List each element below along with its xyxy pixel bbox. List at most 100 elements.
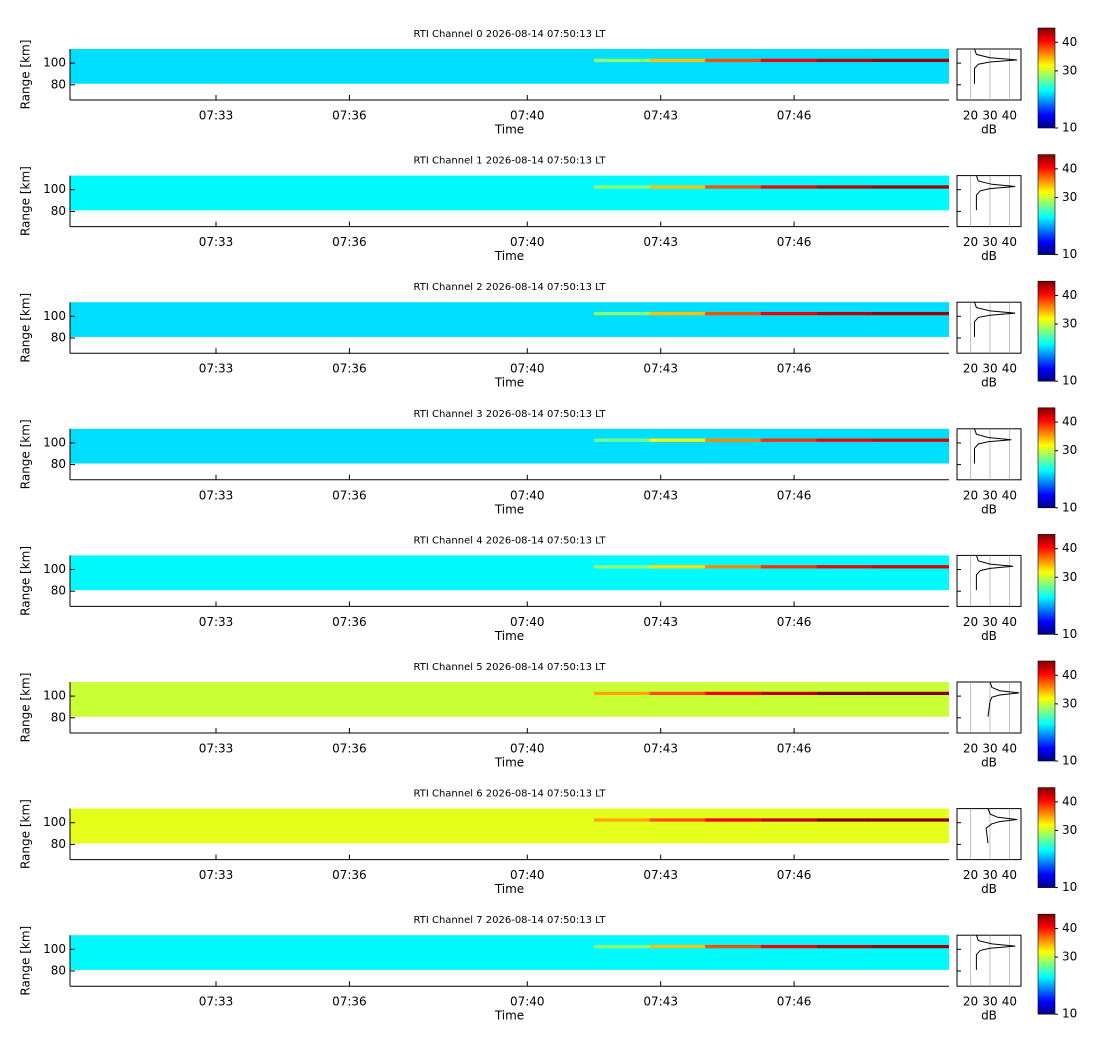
y-tick-label: 100 xyxy=(43,182,66,196)
y-axis-label: Range [km] xyxy=(19,419,33,489)
x-tick-label: 07:33 xyxy=(199,362,234,376)
x-axis-label: Time xyxy=(494,502,524,516)
profile-tick-label: 20 xyxy=(963,995,978,1009)
profile-line xyxy=(974,302,1016,337)
x-tick-label: 07:33 xyxy=(199,235,234,249)
profile-frame xyxy=(956,48,1022,101)
y-axis-label: Range [km] xyxy=(19,799,33,869)
layer-echo xyxy=(649,311,706,316)
layer-echo xyxy=(760,311,817,316)
profile-x-label: dB xyxy=(981,1009,997,1023)
panel-title: RTI Channel 3 2026-08-14 07:50:13 LT xyxy=(414,409,607,420)
profile-frame xyxy=(956,428,1022,481)
layer-echo xyxy=(593,311,650,316)
panel-title: RTI Channel 0 2026-08-14 07:50:13 LT xyxy=(414,29,607,40)
layer-echo xyxy=(593,944,650,949)
profile-tick-label: 30 xyxy=(982,742,997,756)
panel-title: RTI Channel 2 2026-08-14 07:50:13 LT xyxy=(414,282,607,293)
colorbar-tick-label: 40 xyxy=(1062,541,1077,555)
x-tick-label: 07:40 xyxy=(510,235,545,249)
profile-x-label: dB xyxy=(981,882,997,896)
profile-tick-label: 40 xyxy=(1002,742,1017,756)
x-tick-label: 07:46 xyxy=(777,995,812,1009)
x-tick-label: 07:46 xyxy=(777,742,812,756)
y-tick-label: 100 xyxy=(43,942,66,956)
x-tick-label: 07:36 xyxy=(332,995,367,1009)
x-tick-label: 07:33 xyxy=(199,109,234,123)
layer-echo xyxy=(816,818,872,822)
panel-title: RTI Channel 5 2026-08-14 07:50:13 LT xyxy=(414,662,607,673)
layer-echo xyxy=(816,185,872,189)
profile-tick-label: 30 xyxy=(982,235,997,249)
profile-tick-label: 30 xyxy=(982,488,997,502)
layer-echo xyxy=(816,311,872,316)
colorbar-tick-label: 30 xyxy=(1062,696,1077,710)
colorbar-tick-label: 10 xyxy=(1062,880,1077,894)
x-tick-label: 07:43 xyxy=(643,109,678,123)
x-axis-label: Time xyxy=(494,882,524,896)
y-tick-label: 100 xyxy=(43,815,66,829)
layer-echo xyxy=(649,944,706,949)
profile-tick-label: 20 xyxy=(963,362,978,376)
colorbar xyxy=(1037,27,1056,129)
x-tick-label: 07:46 xyxy=(777,615,812,629)
y-tick-label: 100 xyxy=(43,309,66,323)
panel-title: RTI Channel 6 2026-08-14 07:50:13 LT xyxy=(414,789,607,800)
background-echo xyxy=(70,428,949,464)
profile-tick-label: 30 xyxy=(982,995,997,1009)
profile-line xyxy=(985,808,1018,844)
profile-tick-label: 20 xyxy=(963,235,978,249)
colorbar xyxy=(1037,407,1056,509)
profile-tick-label: 30 xyxy=(982,362,997,376)
x-tick-label: 07:36 xyxy=(332,615,367,629)
profile-x-label: dB xyxy=(981,376,997,390)
y-tick-label: 80 xyxy=(51,457,66,471)
x-tick-label: 07:43 xyxy=(643,488,678,502)
profile-line xyxy=(987,681,1020,717)
x-tick-label: 07:33 xyxy=(199,868,234,882)
layer-echo xyxy=(871,58,949,63)
background-echo xyxy=(70,302,949,337)
layer-echo xyxy=(760,565,817,569)
colorbar-tick-label: 10 xyxy=(1062,374,1077,388)
layer-echo xyxy=(705,185,761,189)
y-tick-label: 100 xyxy=(43,689,66,703)
layer-echo xyxy=(871,691,949,696)
colorbar xyxy=(1037,787,1056,888)
x-tick-label: 07:33 xyxy=(199,995,234,1009)
colorbar-tick-label: 40 xyxy=(1062,415,1077,429)
x-tick-label: 07:43 xyxy=(643,742,678,756)
colorbar-tick-label: 40 xyxy=(1062,161,1077,175)
y-axis-label: Range [km] xyxy=(19,546,33,616)
profile-tick-label: 40 xyxy=(1002,488,1017,502)
y-tick-label: 100 xyxy=(43,435,66,449)
profile-frame xyxy=(956,301,1022,354)
layer-echo xyxy=(649,438,706,442)
y-tick-label: 100 xyxy=(43,562,66,576)
profile-tick-label: 20 xyxy=(963,109,978,123)
colorbar-tick-label: 30 xyxy=(1062,823,1077,837)
x-tick-label: 07:33 xyxy=(199,742,234,756)
profile-frame xyxy=(956,808,1022,861)
colorbar-tick-label: 30 xyxy=(1062,190,1077,204)
profile-tick-label: 40 xyxy=(1002,362,1017,376)
layer-echo xyxy=(816,438,872,442)
layer-echo xyxy=(760,58,817,63)
background-echo xyxy=(70,682,949,717)
x-tick-label: 07:46 xyxy=(777,235,812,249)
layer-echo xyxy=(705,311,761,316)
profile-tick-label: 20 xyxy=(963,488,978,502)
x-tick-label: 07:33 xyxy=(199,488,234,502)
profile-tick-label: 20 xyxy=(963,868,978,882)
colorbar-tick-label: 40 xyxy=(1062,921,1077,935)
profile-tick-label: 40 xyxy=(1002,868,1017,882)
colorbar-tick-label: 40 xyxy=(1062,794,1077,808)
x-tick-label: 07:40 xyxy=(510,615,545,629)
x-tick-label: 07:43 xyxy=(643,615,678,629)
colorbar xyxy=(1037,660,1056,762)
layer-echo xyxy=(871,311,949,316)
layer-echo xyxy=(760,691,817,696)
profile-line xyxy=(975,555,1014,591)
profile-frame xyxy=(956,681,1022,734)
